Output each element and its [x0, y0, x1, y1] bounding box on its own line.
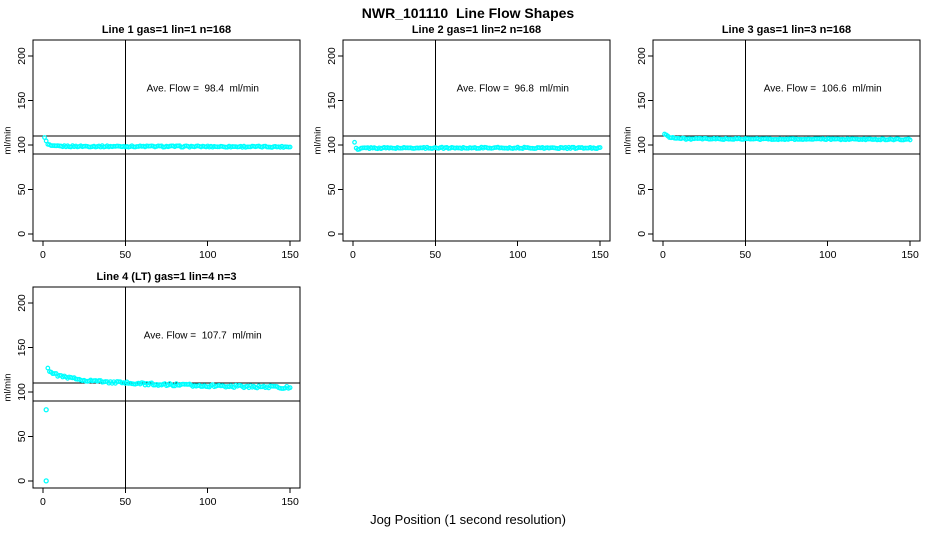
y-axis-label: ml/min: [623, 127, 634, 155]
y-tick-label: 150: [326, 92, 338, 110]
y-tick-label: 150: [16, 339, 28, 357]
y-axis-label: ml/min: [3, 374, 14, 402]
data-point: [52, 371, 57, 376]
y-tick-label: 100: [16, 383, 28, 401]
subplot-1-title: Line 1 gas=1 lin=1 n=168: [101, 24, 232, 36]
x-tick-label: 0: [40, 249, 46, 261]
y-tick-label: 200: [326, 47, 338, 65]
subplot-line-4: Line 4 (LT) gas=1 lin=4 n=3 0 50 100 150 0 50…: [0, 247, 312, 515]
data-point: [352, 139, 357, 145]
y-axis-label: ml/min: [313, 127, 324, 155]
x-tick-label: 150: [591, 249, 609, 261]
data-point: [170, 383, 176, 389]
y-tick-label: 50: [636, 183, 648, 195]
y-tick-label: 0: [16, 231, 28, 237]
y-tick-label: 100: [636, 136, 648, 154]
y-tick-label: 0: [16, 478, 28, 484]
subplot-1-canvas: 0 50 100 150 0 50 100 150 200 ml/min Ave. Flow = 9…: [3, 39, 301, 261]
y-tick-label: 200: [636, 47, 648, 65]
subplot-3-canvas: 0 50 100 150 0 50 100 150 200 ml/min Ave. Flow = 1…: [623, 39, 921, 261]
y-tick-label: 100: [326, 136, 338, 154]
x-tick-label: 50: [429, 249, 441, 261]
outlier-point: [43, 407, 49, 413]
x-axis-label: Jog Position (1 second resolution): [370, 512, 566, 527]
outlier-point: [43, 478, 49, 484]
y-tick-label: 50: [16, 183, 28, 195]
y-tick-label: 50: [326, 183, 338, 195]
subplot-2-canvas: 0 50 100 150 0 50 100 150 200 ml/min Ave. Flow = 9…: [313, 39, 611, 261]
y-axis-label: ml/min: [3, 127, 14, 155]
subplot-4-canvas: 0 50 100 150 0 50 100 150 200 ml/min Ave. Flow = 1…: [3, 286, 301, 508]
plot-box: [32, 39, 301, 242]
x-tick-label: 150: [281, 249, 299, 261]
subplot-2-title: Line 2 gas=1 lin=2 n=168: [411, 24, 542, 36]
x-tick-label: 0: [40, 496, 46, 508]
x-tick-label: 50: [119, 249, 131, 261]
y-tick-label: 200: [16, 47, 28, 65]
x-tick-label: 0: [350, 249, 356, 261]
subplot-4-title: Line 4 (LT) gas=1 lin=4 n=3: [96, 271, 237, 283]
y-tick-label: 0: [326, 231, 338, 237]
ave-flow-annotation: Ave. Flow = 106.6 ml/min: [764, 84, 882, 95]
x-tick-label: 100: [199, 496, 217, 508]
main-title: NWR_101110 Line Flow Shapes: [361, 5, 575, 21]
x-tick-label: 150: [901, 249, 919, 261]
subplot-3-title: Line 3 gas=1 lin=3 n=168: [721, 24, 852, 36]
subplot-line-3: Line 3 gas=1 lin=3 n=168 0 50 100 150 0 50 100…: [620, 0, 932, 268]
y-tick-label: 0: [636, 231, 648, 237]
x-tick-label: 0: [660, 249, 666, 261]
subplot-line-2: Line 2 gas=1 lin=2 n=168 0 50 100 150 0 50 100…: [310, 0, 622, 268]
y-tick-label: 50: [16, 430, 28, 442]
ave-flow-annotation: Ave. Flow = 96.8 ml/min: [457, 84, 569, 95]
x-tick-label: 100: [819, 249, 837, 261]
x-tick-label: 50: [739, 249, 751, 261]
subplot-line-1: Line 1 gas=1 lin=1 n=168 0 50 100 150 0 50 100…: [0, 0, 312, 268]
data-point: [597, 145, 603, 150]
y-tick-label: 100: [16, 136, 28, 154]
ave-flow-annotation: Ave. Flow = 107.7 ml/min: [144, 331, 262, 342]
data-point: [907, 137, 913, 143]
plot-box: [342, 39, 611, 242]
plot-box: [652, 39, 921, 242]
x-tick-label: 50: [119, 496, 131, 508]
y-tick-label: 200: [16, 294, 28, 312]
x-tick-label: 100: [199, 249, 217, 261]
x-tick-label: 150: [281, 496, 299, 508]
plot-box: [32, 286, 301, 489]
data-point: [287, 385, 293, 391]
y-tick-label: 150: [636, 92, 648, 110]
ave-flow-annotation: Ave. Flow = 98.4 ml/min: [147, 84, 259, 95]
y-tick-label: 150: [16, 92, 28, 110]
x-tick-label: 100: [509, 249, 527, 261]
data-point: [287, 144, 293, 150]
